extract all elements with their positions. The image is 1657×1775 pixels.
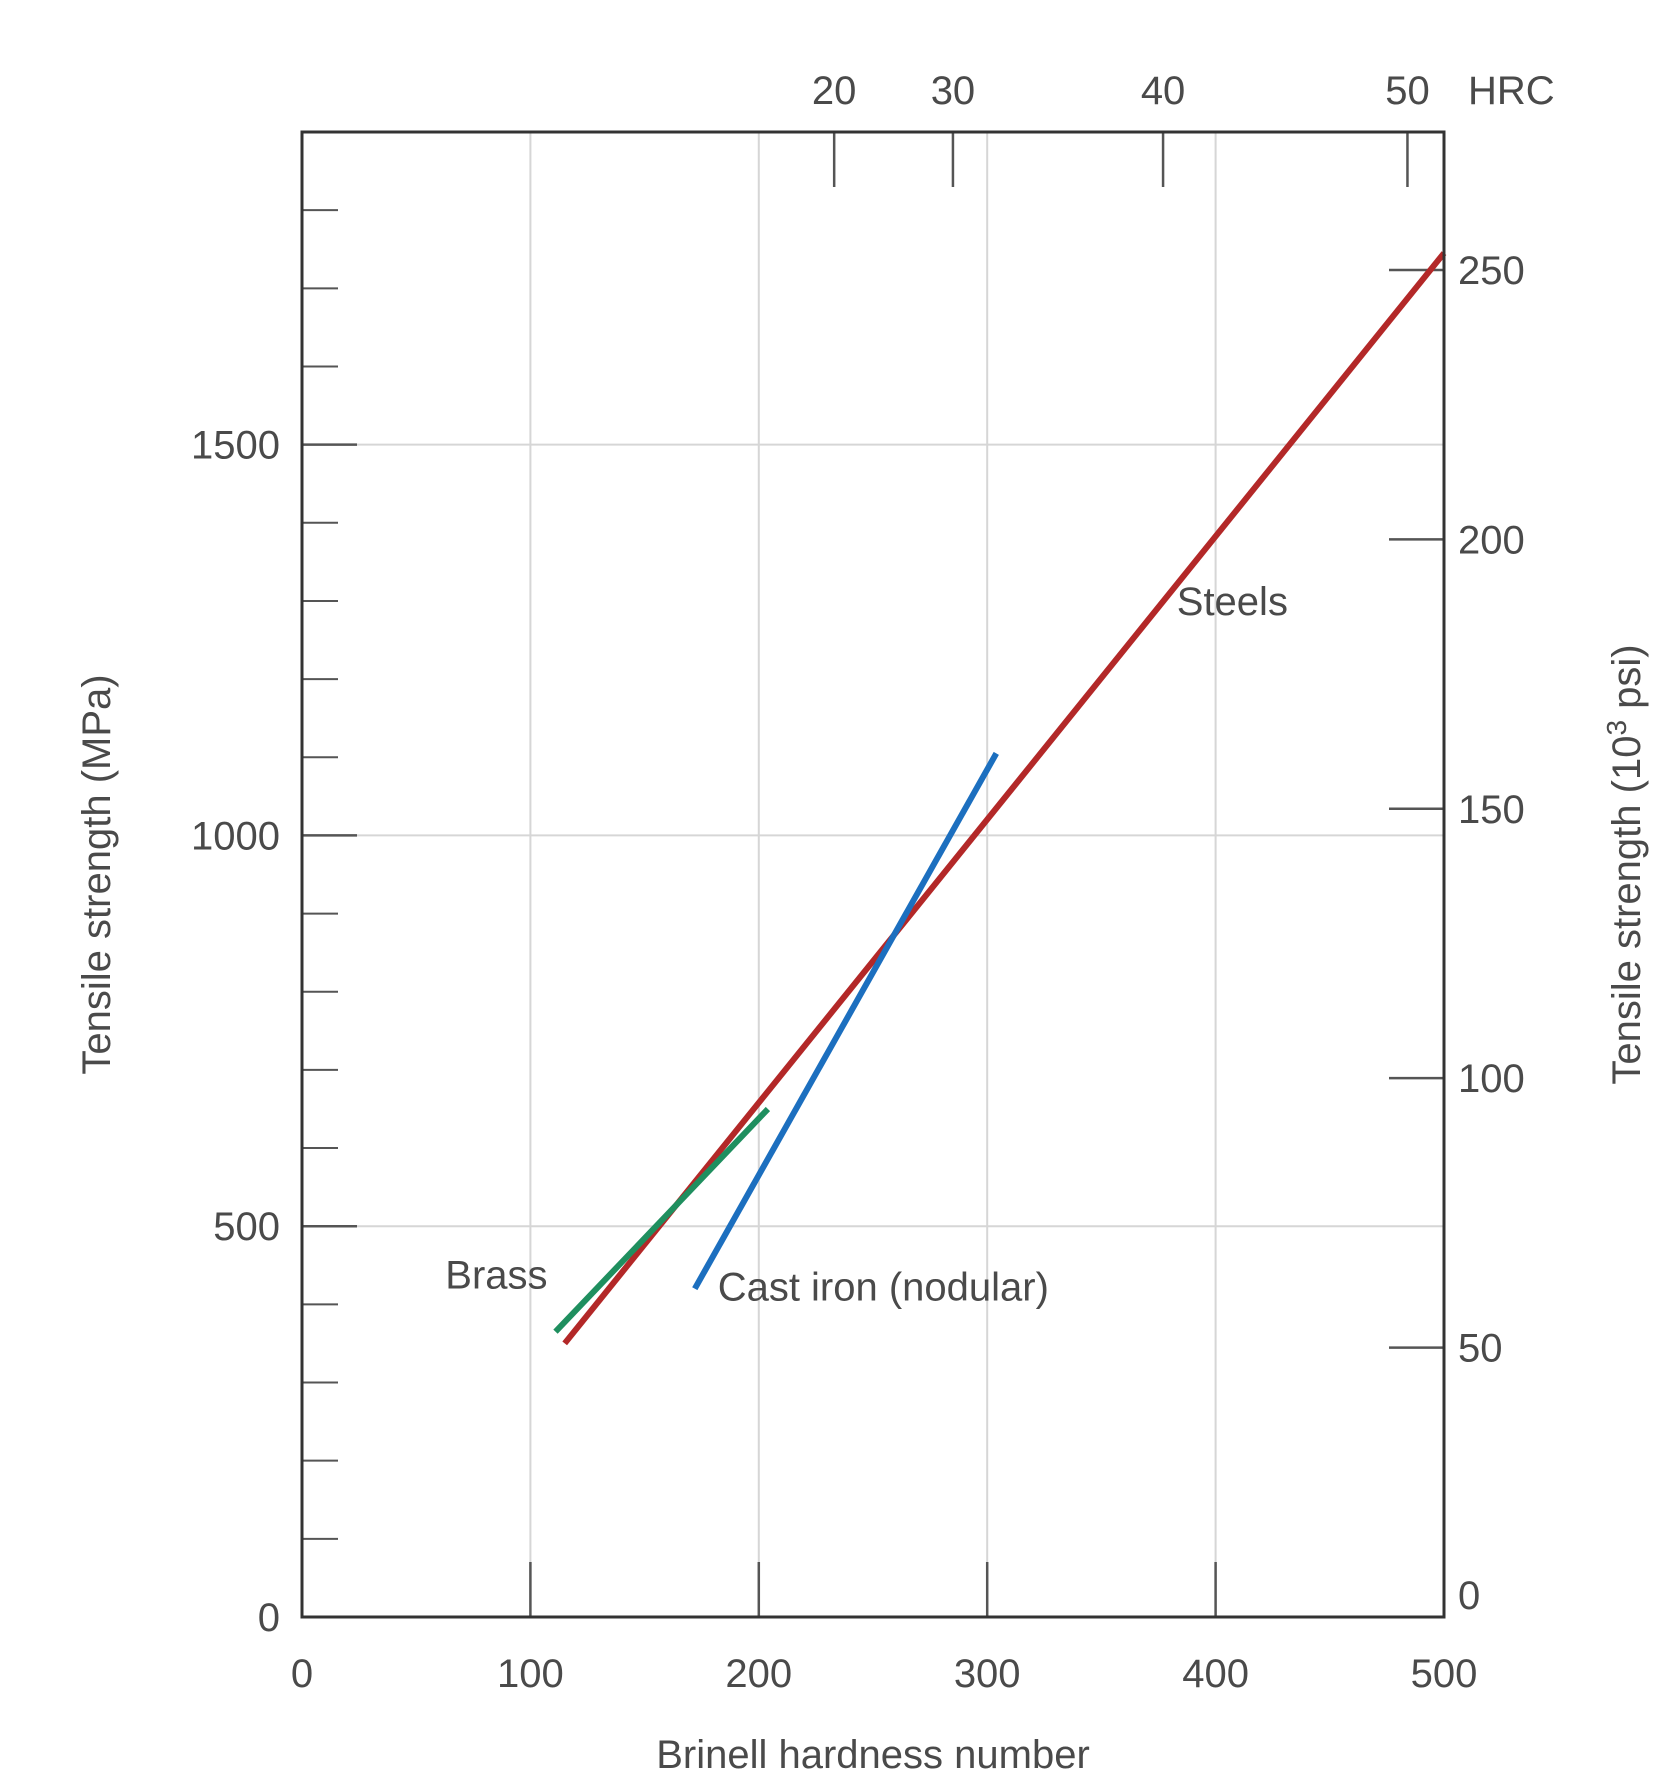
x2-tick-label: 20: [812, 69, 857, 113]
x-tick-label: 100: [497, 1652, 564, 1696]
y2-axis-title-main: Tensile strength (10: [1605, 736, 1649, 1085]
series-lines: [553, 251, 1447, 1346]
y2-axis-title-end: psi): [1605, 644, 1649, 720]
y-tick-label: 0: [258, 1596, 280, 1640]
y-tick-label: 1000: [191, 814, 280, 858]
y-tick-label: 500: [213, 1205, 280, 1249]
y2-tick-label: 150: [1458, 788, 1525, 832]
x-tick-label: 0: [291, 1652, 313, 1696]
y2-tick-label: 0: [1458, 1574, 1480, 1618]
gridlines: [302, 132, 1444, 1617]
y2-tick-label: 250: [1458, 249, 1525, 293]
y2-tick-label: 50: [1458, 1327, 1503, 1371]
x-axis-title: Brinell hardness number: [656, 1733, 1090, 1775]
x-tick-label: 300: [954, 1652, 1021, 1696]
series-label: Cast iron (nodular): [718, 1265, 1049, 1309]
y2-tick-label: 200: [1458, 518, 1525, 562]
y2-axis-title-sup: 3: [1601, 720, 1632, 736]
y-tick-label: 1500: [191, 424, 280, 468]
tick-labels: 0 100 200 300 400 500 0 500 1000 1500 0 50 100 150 200…: [191, 69, 1525, 1696]
series-line: [692, 751, 999, 1291]
series-line: [553, 1106, 771, 1334]
series-line: [562, 251, 1447, 1346]
series-label: Brass: [445, 1254, 547, 1298]
series-label: Steels: [1177, 580, 1288, 624]
x2-tick-label: 50: [1385, 69, 1430, 113]
minor-ticks: [302, 132, 1444, 1617]
x2-tick-label: 40: [1141, 69, 1186, 113]
y2-axis-title: Tensile strength (103 psi): [1601, 644, 1649, 1084]
y2-tick-label: 100: [1458, 1057, 1525, 1101]
y-axis-title: Tensile strength (MPa): [75, 674, 119, 1074]
x2-tick-label: 30: [931, 69, 976, 113]
x2-axis-title: HRC: [1468, 69, 1555, 113]
x-tick-label: 400: [1182, 1652, 1249, 1696]
x-tick-label: 200: [725, 1652, 792, 1696]
plot-frame: [300, 130, 1446, 1619]
x-tick-label: 500: [1411, 1652, 1478, 1696]
